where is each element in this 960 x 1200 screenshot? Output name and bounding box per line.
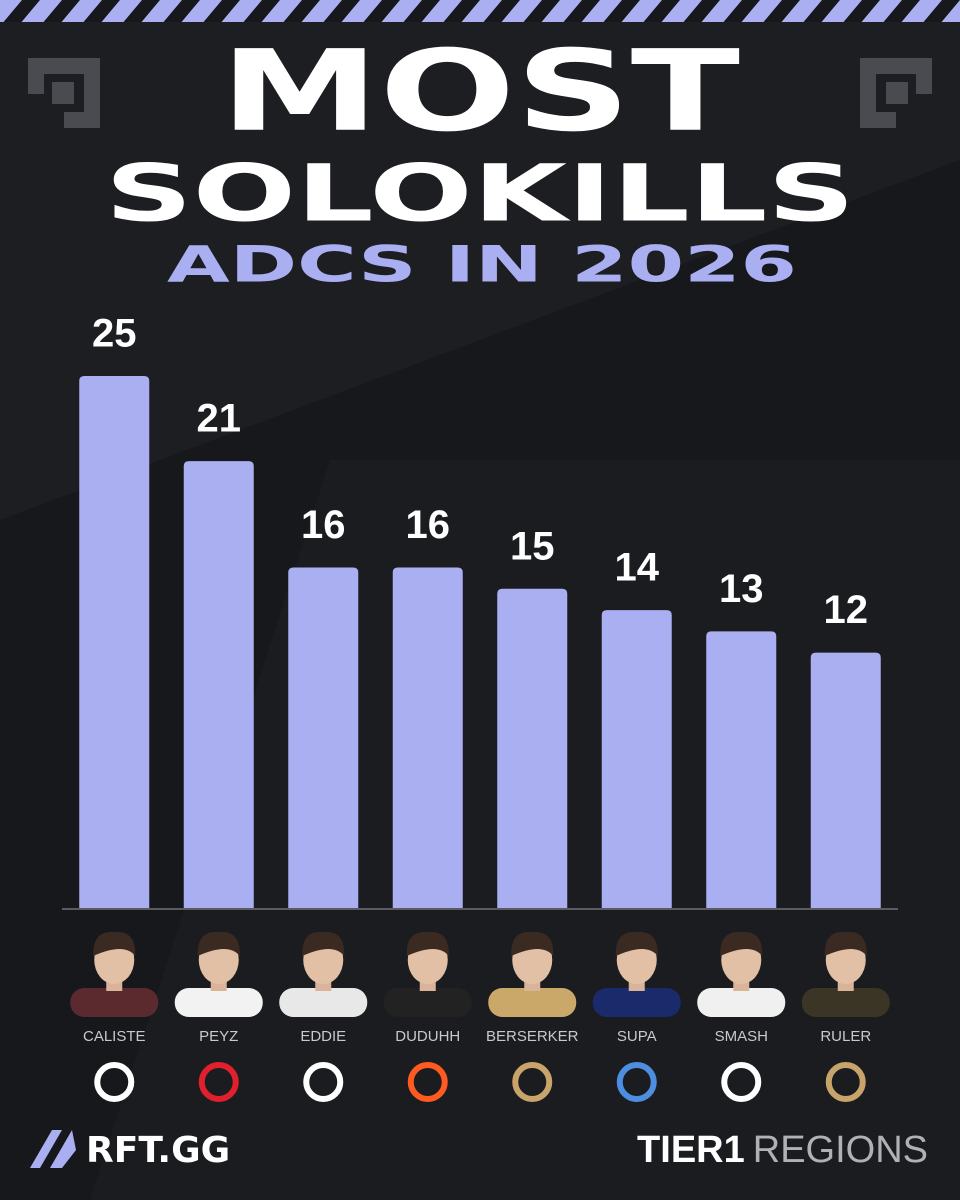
photo-hair [720,931,763,956]
photo-hair [511,931,554,956]
photo-shirt [383,988,472,1017]
bar [497,588,568,908]
player-name: SUPA [617,1028,657,1045]
team-logo [512,1062,553,1102]
bar [288,567,359,908]
photo-hair [615,931,658,956]
bar [810,652,881,908]
player-photo [174,931,263,1017]
photo-shirt [801,988,890,1017]
value-label: 25 [92,312,137,356]
player-photo [70,931,159,1017]
photo-shirt [279,988,368,1017]
corner-logo [28,58,932,128]
player-photo [592,931,681,1017]
player-name: DUDUHH [395,1028,460,1045]
bar [392,567,463,908]
value-label: 14 [615,546,660,590]
title-line: MOST [220,27,740,157]
subtitle: ADCS IN 2026 [167,236,797,294]
player-name: SMASH [715,1028,768,1045]
value-label: 16 [406,503,451,547]
photo-shirt [174,988,263,1017]
team-logo [721,1062,762,1102]
value-label: 16 [301,503,346,547]
photo-hair [302,931,345,956]
photo-hair [197,931,240,956]
team-logo [198,1062,239,1102]
player-name: PEYZ [199,1028,238,1045]
player-photo [383,931,472,1017]
player-name: CALISTE [83,1028,146,1045]
photo-hair [406,931,449,956]
tagline: TIER1 REGIONS [637,1129,928,1171]
tagline-bold: TIER1 [637,1129,745,1171]
top-stripes [0,0,960,22]
player-name: EDDIE [300,1028,346,1045]
photo-hair [93,931,136,956]
photo-shirt [488,988,577,1017]
footer-logo [30,1130,76,1168]
bar [601,610,672,908]
bar [183,461,254,908]
value-label: 21 [197,397,242,441]
player-photo [801,931,890,1017]
player-photo [488,931,577,1017]
tagline-regular: REGIONS [753,1129,928,1171]
brand: RFT.GG [86,1130,230,1171]
player-name: BERSERKER [486,1028,579,1045]
player-photo [279,931,368,1017]
photo-shirt [697,988,786,1017]
value-label: 13 [719,567,764,611]
photo-hair [824,931,867,956]
value-label: 15 [510,524,555,568]
team-logo [407,1062,448,1102]
team-logo [616,1062,657,1102]
team-logo [94,1062,135,1102]
photo-shirt [70,988,159,1017]
bg-shape [0,22,960,520]
bar [79,376,150,908]
team-logo [303,1062,344,1102]
title-line: SOLOKILLS [105,149,855,239]
player-name: RULER [820,1028,871,1045]
team-logo [825,1062,866,1102]
player-photo [697,931,786,1017]
photo-shirt [592,988,681,1017]
value-label: 12 [824,588,869,632]
bar [706,631,777,908]
